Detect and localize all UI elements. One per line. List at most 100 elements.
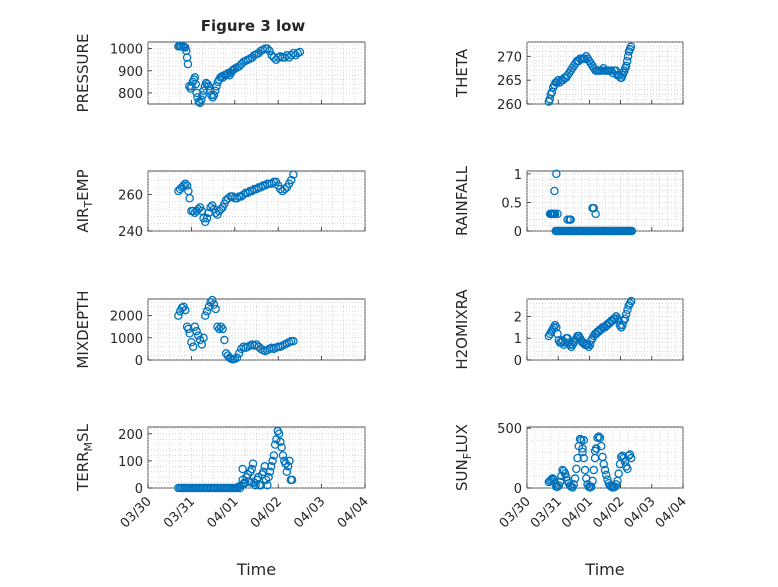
x-tick-label: 04/03 — [622, 494, 659, 531]
data-point — [259, 467, 268, 476]
data-point — [624, 451, 633, 460]
data-point — [575, 434, 585, 444]
data-point — [566, 215, 575, 224]
data-point — [199, 333, 208, 343]
grid — [147, 427, 366, 489]
x-tick-label: 04/01 — [559, 494, 596, 531]
data-point — [187, 338, 196, 347]
data-point — [572, 464, 581, 474]
data-point — [277, 443, 286, 452]
y-tick-label: 1 — [514, 168, 522, 183]
data-point — [194, 331, 203, 340]
data-point — [181, 179, 190, 188]
y-axis-label: H2OMIXRA — [453, 289, 471, 370]
data-point — [594, 432, 604, 441]
data-point — [188, 342, 198, 351]
data-point — [548, 474, 557, 483]
series-markers — [544, 432, 636, 492]
y-axis-label: MIXDEPTH — [74, 290, 92, 368]
grid — [147, 171, 366, 232]
data-point — [278, 451, 288, 460]
data-point — [569, 480, 579, 489]
data-point — [234, 349, 244, 358]
panel-h2omixra: 0 1 2 H2OMIXRA — [453, 289, 684, 370]
data-point — [580, 465, 590, 475]
data-point — [565, 481, 575, 490]
data-point — [238, 464, 247, 474]
data-point — [252, 340, 261, 349]
y-tick-label: 1 — [514, 332, 522, 347]
data-point — [183, 59, 193, 69]
data-point — [197, 95, 206, 104]
figure-title: Figure 3 low — [201, 17, 306, 35]
y-tick-label: 200 — [118, 428, 143, 443]
y-tick-label: 0 — [135, 482, 143, 497]
x-tick-label: 04/04 — [653, 494, 690, 531]
y-tick-label: 900 — [118, 65, 143, 80]
data-point — [216, 322, 226, 331]
data-point — [218, 324, 227, 334]
y-tick-label: 1000 — [110, 43, 143, 58]
data-point — [181, 305, 190, 315]
data-point — [553, 482, 562, 492]
data-point — [213, 322, 222, 331]
data-point — [626, 42, 636, 52]
y-tick-label: 240 — [118, 225, 143, 240]
y-axis-label: AIRTEMP — [74, 169, 95, 232]
data-point — [181, 43, 190, 52]
data-point — [283, 462, 293, 471]
data-point — [194, 97, 204, 107]
y-tick-label: 260 — [118, 189, 143, 204]
data-point — [289, 336, 298, 346]
data-point — [264, 472, 273, 482]
data-point — [550, 186, 559, 196]
data-point — [547, 87, 557, 97]
data-point — [248, 459, 258, 468]
data-point — [589, 203, 599, 213]
y-tick-label: 260 — [497, 98, 522, 113]
data-point — [243, 188, 253, 198]
data-point — [560, 469, 570, 478]
data-point — [595, 433, 605, 443]
data-point — [224, 194, 233, 203]
x-tick-label: 03/30 — [118, 494, 155, 531]
x-axis-label: Time — [584, 560, 624, 579]
data-point — [587, 482, 596, 492]
panel-mixdepth: 0 1000 2000 MIXDEPTH — [74, 290, 366, 369]
grid — [526, 427, 684, 489]
data-point — [621, 309, 631, 319]
y-tick-label: 100 — [118, 455, 143, 470]
data-point — [570, 474, 580, 483]
data-point — [199, 86, 208, 95]
y-tick-label: 0.5 — [501, 196, 522, 211]
data-point — [211, 86, 220, 95]
x-tick-label: 04/02 — [590, 494, 627, 531]
data-point — [578, 447, 587, 457]
series-markers — [174, 426, 297, 493]
data-point — [627, 226, 637, 236]
data-point — [274, 429, 284, 439]
series-markers — [174, 170, 298, 227]
data-point — [261, 475, 271, 485]
data-point — [597, 441, 606, 451]
data-point — [211, 304, 220, 314]
data-point — [577, 435, 586, 445]
series-markers — [544, 296, 636, 352]
data-point — [232, 353, 242, 363]
data-point — [280, 184, 289, 194]
panel-theta: 260 265 270 THETA — [453, 41, 684, 113]
data-point — [182, 181, 192, 190]
panel-air-temp: 240 260 AIRTEMP — [74, 169, 366, 240]
data-point — [622, 56, 632, 66]
data-point — [589, 465, 599, 475]
data-point — [285, 456, 294, 466]
data-point — [599, 459, 609, 469]
data-point — [247, 464, 256, 474]
data-point — [286, 175, 296, 185]
x-tick-label: 04/03 — [291, 494, 328, 531]
data-point — [554, 481, 564, 490]
series-markers — [545, 169, 637, 236]
grid — [147, 42, 366, 104]
data-point — [592, 444, 601, 453]
